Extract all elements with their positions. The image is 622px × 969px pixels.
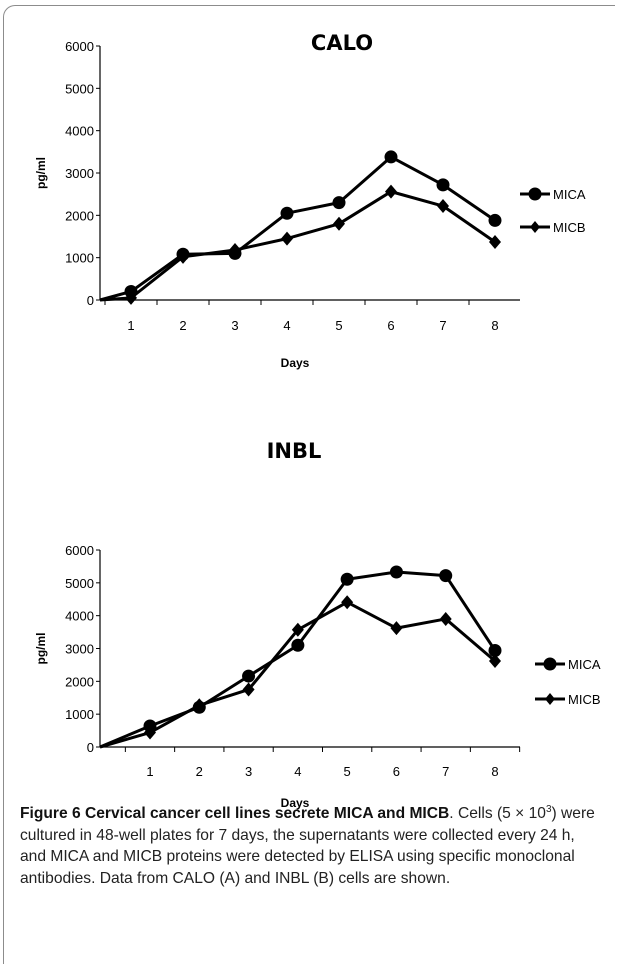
x-tick-label: 2 [179, 318, 186, 333]
x-tick-label: 1 [146, 764, 153, 779]
data-point-mica [280, 206, 294, 220]
data-point-mica [389, 565, 403, 579]
x-tick-label: 6 [393, 764, 400, 779]
data-point-micb [281, 231, 293, 246]
series-line-mica [99, 155, 496, 302]
x-tick-label: 7 [442, 764, 449, 779]
legend-marker-micb [545, 693, 555, 705]
data-point-micb [177, 249, 189, 264]
legend-label-mica: MICA [568, 657, 601, 672]
chart-calo: CALO 0 1000 2000 3000 4000 5000 6000 1 2 3 4 5 6 7 8 Day… [34, 31, 586, 370]
x-tick-label: 5 [335, 318, 342, 333]
legend-marker-mica [528, 187, 542, 201]
x-tick-label: 5 [344, 764, 351, 779]
y-tick-label: 4000 [65, 609, 94, 624]
data-point-micb [390, 621, 403, 636]
chart-title: CALO [311, 31, 373, 55]
data-point-micb [229, 243, 241, 258]
data-point-mica [242, 669, 256, 683]
y-tick-label: 5000 [65, 81, 94, 96]
legend-label-micb: MICB [568, 692, 601, 707]
data-point-micb [125, 290, 137, 305]
data-point-mica [488, 643, 502, 657]
figure-frame [3, 5, 615, 964]
data-point-micb [242, 682, 255, 697]
y-tick-label: 2000 [65, 208, 94, 223]
data-point-mica [332, 196, 346, 210]
caption-text-a: . Cells (5 × 10 [449, 805, 546, 822]
data-point-mica [488, 213, 502, 227]
series-line-mica [99, 570, 497, 749]
data-point-mica [436, 178, 450, 192]
x-tick-label: 6 [387, 318, 394, 333]
y-axis-title: pg/ml [34, 157, 48, 189]
data-point-mica [439, 569, 453, 583]
y-axis-title: pg/ml [34, 633, 48, 665]
legend-marker-mica [543, 657, 557, 671]
y-tick-label: 6000 [65, 39, 94, 54]
y-tick-label: 6000 [65, 543, 94, 558]
x-tick-label: 4 [283, 318, 290, 333]
y-tick-label: 0 [87, 293, 94, 308]
y-tick-label: 1000 [65, 707, 94, 722]
data-point-mica [340, 572, 354, 586]
x-tick-label: 8 [491, 764, 498, 779]
y-tick-label: 5000 [65, 576, 94, 591]
data-point-micb [144, 725, 156, 740]
x-tick-label: 8 [491, 318, 498, 333]
x-tick-label: 3 [245, 764, 252, 779]
data-point-micb [439, 611, 452, 626]
data-point-micb [291, 622, 304, 637]
y-tick-label: 1000 [65, 251, 94, 266]
data-point-micb [385, 184, 397, 199]
data-point-micb [489, 653, 501, 668]
x-tick-label: 4 [294, 764, 301, 779]
y-tick-label: 3000 [65, 166, 94, 181]
x-tick-label: 1 [127, 318, 134, 333]
data-point-micb [333, 216, 345, 231]
x-axis-title: Days [281, 796, 310, 810]
y-tick-label: 4000 [65, 124, 94, 139]
data-point-micb [489, 235, 501, 250]
y-tick-label: 3000 [65, 642, 94, 657]
x-axis-title: Days [281, 356, 310, 370]
data-point-micb [341, 595, 354, 610]
x-tick-label: 3 [231, 318, 238, 333]
series-line-micb [99, 190, 496, 302]
caption-superscript: 3 [545, 803, 552, 815]
x-tick-label: 2 [196, 764, 203, 779]
y-tick-label: 0 [87, 740, 94, 755]
data-point-micb [437, 199, 449, 214]
chart-inbl: INBL 0 1000 2000 3000 4000 5000 6000 1 2 3 4 5 6 7 8 Day… [34, 440, 601, 810]
legend-label-micb: MICB [553, 220, 586, 235]
caption-text-b: ) were cultured in 48-well plates for 7 … [20, 805, 595, 887]
x-tick-label: 7 [439, 318, 446, 333]
legend-marker-micb [530, 221, 540, 233]
data-point-mica [384, 150, 398, 164]
y-tick-label: 2000 [65, 674, 94, 689]
legend-label-mica: MICA [553, 187, 586, 202]
caption-title: Figure 6 Cervical cancer cell lines secr… [20, 805, 450, 822]
data-point-micb [193, 698, 206, 713]
figure-caption: Figure 6 Cervical cancer cell lines secr… [20, 803, 602, 889]
chart-title: INBL [267, 440, 322, 463]
data-point-mica [291, 638, 305, 652]
